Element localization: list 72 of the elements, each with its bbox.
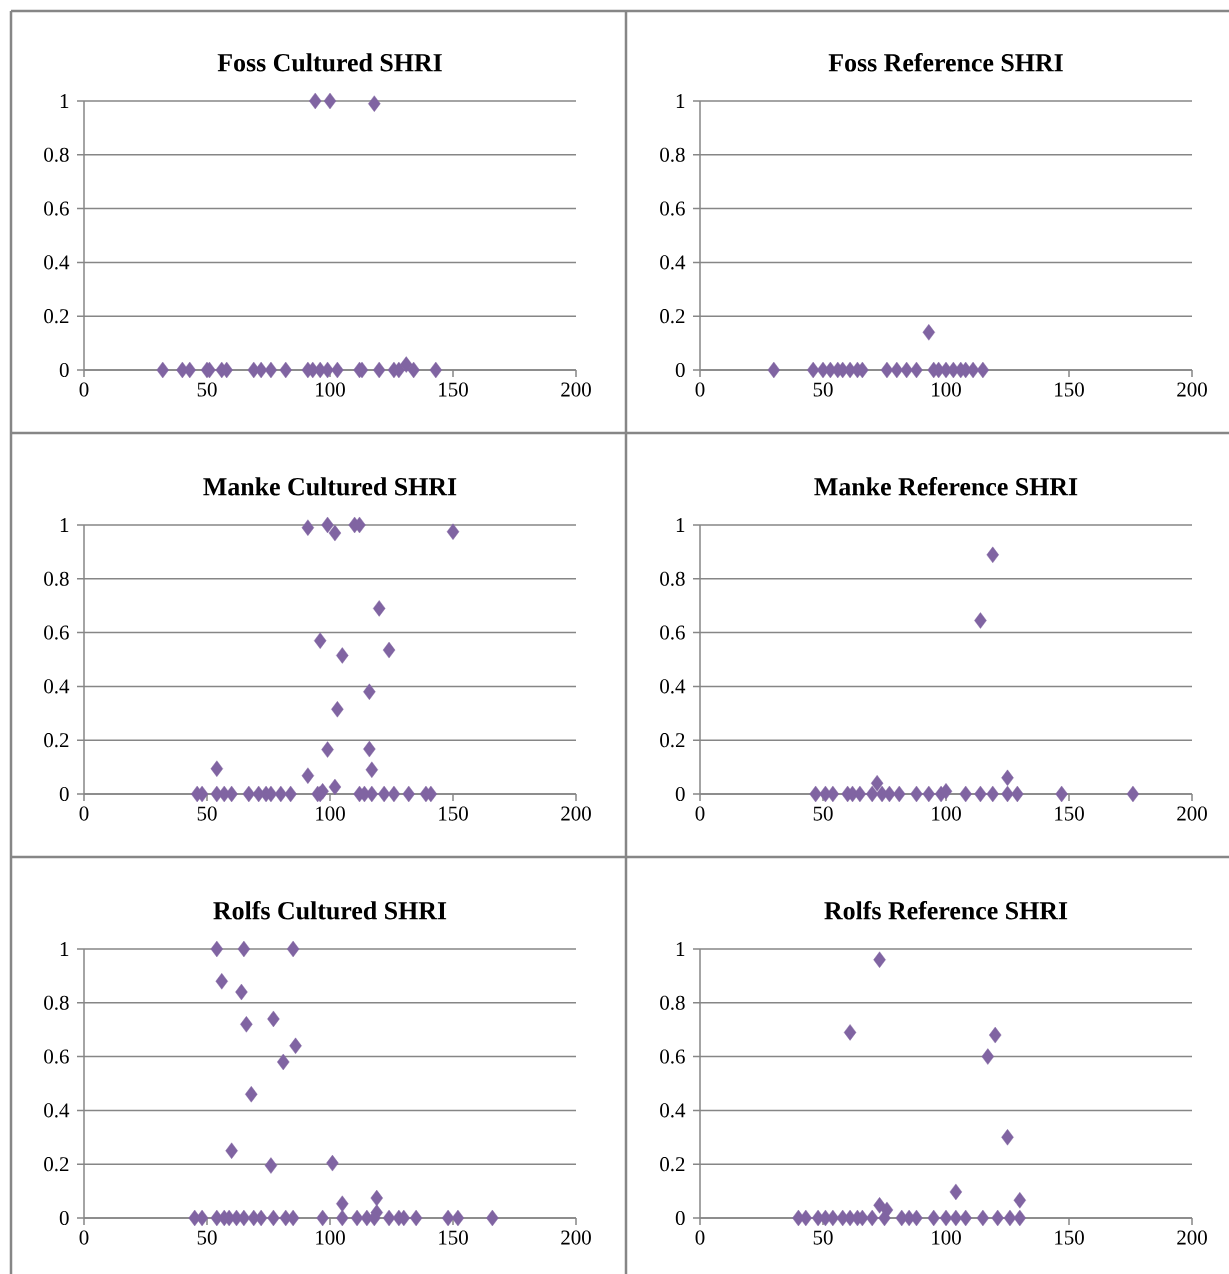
x-tick-label: 50	[197, 382, 217, 397]
y-tick-label: 0.4	[660, 1103, 686, 1118]
y-tick-label: 0.8	[660, 995, 685, 1010]
y-tick-label: 0.2	[660, 309, 685, 324]
x-tick-label: 200	[561, 1230, 591, 1245]
y-tick-label: 0	[59, 362, 69, 378]
y-tick-label: 1	[676, 518, 685, 532]
y-tick-label: 1	[60, 942, 69, 956]
x-tick-label: 150	[1055, 382, 1084, 397]
y-tick-label: 0	[59, 786, 69, 802]
x-tick-label: 200	[1177, 1230, 1207, 1245]
y-tick-label: 0	[675, 786, 685, 802]
x-tick-label: 150	[439, 1230, 468, 1245]
x-tick-label: 50	[813, 806, 833, 821]
y-tick-label: 0.2	[44, 733, 69, 748]
x-tick-label: 0	[79, 382, 89, 397]
x-tick-label: 150	[1055, 806, 1084, 821]
y-tick-label: 0	[59, 1210, 69, 1226]
x-tick-label: 200	[1177, 806, 1207, 821]
y-tick-label: 0.8	[660, 571, 685, 586]
x-tick-label: 100	[316, 806, 345, 821]
y-tick-label: 0.6	[660, 1049, 685, 1064]
x-tick-label: 50	[813, 382, 833, 397]
x-tick-label: 50	[813, 1230, 833, 1245]
x-tick-label: 150	[439, 382, 468, 397]
y-tick-label: 0.8	[44, 147, 69, 162]
x-tick-label: 50	[197, 1230, 217, 1245]
y-tick-label: 0.4	[660, 255, 686, 270]
x-tick-label: 0	[695, 1230, 705, 1245]
chart-title: Manke Cultured SHRI	[203, 477, 457, 496]
y-tick-label: 0.2	[44, 1157, 69, 1172]
y-tick-label: 0.6	[44, 625, 69, 640]
x-tick-label: 100	[932, 1230, 961, 1245]
y-tick-label: 0.4	[660, 679, 686, 694]
y-tick-label: 0.4	[44, 679, 70, 694]
chart-title: Manke Reference SHRI	[814, 477, 1078, 496]
y-tick-label: 0.2	[660, 733, 685, 748]
x-tick-label: 150	[1055, 1230, 1084, 1245]
x-tick-label: 100	[316, 382, 345, 397]
y-tick-label: 0.8	[44, 571, 69, 586]
x-tick-label: 200	[561, 806, 591, 821]
x-tick-label: 0	[79, 806, 89, 821]
y-tick-label: 0.6	[660, 201, 685, 216]
x-tick-label: 100	[932, 806, 961, 821]
y-tick-label: 0.6	[44, 1049, 69, 1064]
y-tick-label: 1	[676, 94, 685, 108]
x-tick-label: 150	[439, 806, 468, 821]
y-tick-label: 1	[60, 94, 69, 108]
y-tick-label: 0.4	[44, 255, 70, 270]
x-tick-label: 200	[1177, 382, 1207, 397]
y-tick-label: 0.6	[660, 625, 685, 640]
y-tick-label: 0.8	[44, 995, 69, 1010]
y-tick-label: 0.2	[44, 309, 69, 324]
y-tick-label: 1	[676, 942, 685, 956]
x-tick-label: 0	[79, 1230, 89, 1245]
chart-title: Foss Cultured SHRI	[217, 53, 442, 72]
y-tick-label: 0.2	[660, 1157, 685, 1172]
x-tick-label: 100	[932, 382, 961, 397]
x-tick-label: 0	[695, 382, 705, 397]
chart-title: Foss Reference SHRI	[828, 53, 1063, 72]
y-tick-label: 0.4	[44, 1103, 70, 1118]
y-tick-label: 0.6	[44, 201, 69, 216]
chart-title: Rolfs Reference SHRI	[824, 901, 1068, 920]
y-tick-label: 0	[675, 1210, 685, 1226]
y-tick-label: 0	[675, 362, 685, 378]
chart-title: Rolfs Cultured SHRI	[213, 900, 447, 920]
x-tick-label: 100	[316, 1230, 345, 1245]
x-tick-label: 50	[197, 806, 217, 821]
x-tick-label: 200	[561, 382, 591, 397]
x-tick-label: 0	[695, 806, 705, 821]
y-tick-label: 1	[60, 518, 69, 532]
y-tick-label: 0.8	[660, 147, 685, 162]
